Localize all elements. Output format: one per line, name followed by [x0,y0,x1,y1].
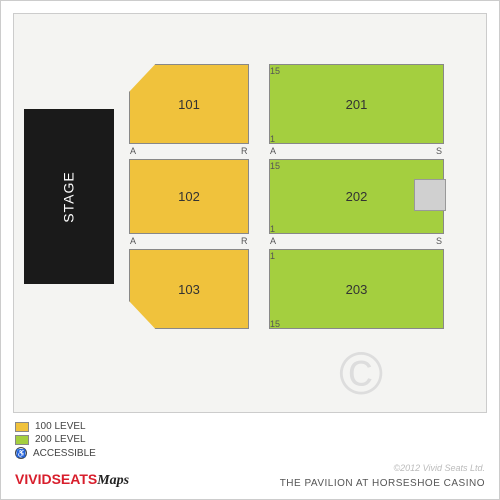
legend-swatch-100 [15,422,29,432]
legend-label-accessible: ACCESSIBLE [33,448,96,459]
row-label: R [241,146,248,156]
row-label: A [270,236,276,246]
section-201[interactable]: 201 [269,64,444,144]
venue-name: THE PAVILION AT HORSESHOE CASINO [280,478,485,489]
row-label: A [270,146,276,156]
attribution-text: ©2012 Vivid Seats Ltd. [393,463,485,473]
section-102[interactable]: 102 [129,159,249,234]
legend: 100 LEVEL 200 LEVEL ♿ ACCESSIBLE [15,421,96,461]
row-label: A [130,146,136,156]
seating-chart-frame: STAGE 101102103201202203 ARAR151AS151AS1… [0,0,500,500]
row-label: 15 [270,66,280,76]
row-label: S [436,236,442,246]
row-label: 15 [270,161,280,171]
copyright-watermark: © [339,339,383,408]
brand-maps: Maps [97,473,129,488]
row-label: 1 [270,224,275,234]
legend-swatch-200 [15,435,29,445]
stage-block: STAGE [24,109,114,284]
legend-label-200: 200 LEVEL [35,434,86,445]
row-label: R [241,236,248,246]
row-label: 15 [270,319,280,329]
brand-vivid: VIVIDSEATS [15,471,97,487]
section-103[interactable]: 103 [129,249,249,329]
brand-logo: VIVIDSEATSMaps [15,471,129,489]
stage-label: STAGE [61,171,77,222]
legend-row-200: 200 LEVEL [15,434,96,445]
map-area: STAGE 101102103201202203 ARAR151AS151AS1… [13,13,487,413]
section-101[interactable]: 101 [129,64,249,144]
row-label: A [130,236,136,246]
legend-row-accessible: ♿ ACCESSIBLE [15,447,96,459]
section-203[interactable]: 203 [269,249,444,329]
legend-label-100: 100 LEVEL [35,421,86,432]
row-label: 1 [270,134,275,144]
legend-row-100: 100 LEVEL [15,421,96,432]
row-label: 1 [270,251,275,261]
wheelchair-icon: ♿ [15,447,27,459]
row-label: S [436,146,442,156]
blocked-area [414,179,446,211]
